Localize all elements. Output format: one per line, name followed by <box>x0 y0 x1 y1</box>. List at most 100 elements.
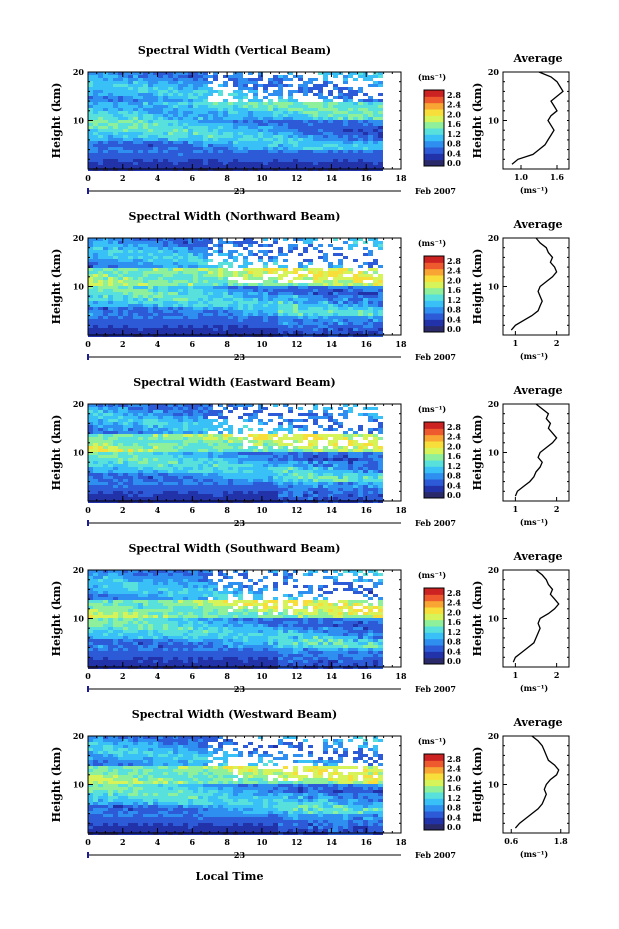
x-tick-label: 14 <box>326 505 338 515</box>
colorbar-tick-label: 0.4 <box>447 812 461 822</box>
x-tick-label: 8 <box>224 339 230 349</box>
panel-4: Spectral Width (Southward Beam)0 2 4 6 8 10 12… <box>50 542 570 694</box>
colorbar-swatch <box>424 785 444 793</box>
y-tick-label: 10 <box>73 780 85 790</box>
y-tick-label: 20 <box>73 67 85 77</box>
colorbar-swatch <box>424 325 444 333</box>
colorbar-tick-label: 2.8 <box>447 754 461 764</box>
profile-frame <box>502 735 570 834</box>
profile-line <box>511 71 564 165</box>
profile-y-label: Height (km) <box>471 249 484 325</box>
colorbar-swatch <box>424 102 444 110</box>
average-profile: Average 20 10 1 2 (ms⁻¹) Height (km) <box>471 550 570 693</box>
colorbar-tick-label: 0.0 <box>447 490 461 500</box>
colorbar-swatch <box>424 773 444 780</box>
profile-x-tick-label: 1.6 <box>550 172 564 182</box>
colorbar-tick-label: 0.4 <box>447 148 461 158</box>
colorbar-swatch <box>424 294 444 301</box>
x-tick-label: 16 <box>361 339 373 349</box>
x-tick-label: 8 <box>224 671 230 681</box>
colorbar-tick-label: 1.6 <box>447 617 461 627</box>
colorbar: 2.82.42.01.61.20.80.40.0 <box>423 421 461 500</box>
colorbar-tick-label: 0.0 <box>447 822 461 832</box>
x-tick-label: 18 <box>395 505 407 515</box>
colorbar-swatch <box>424 115 444 123</box>
y-tick-label: 10 <box>73 116 85 126</box>
x-tick-label: 2 <box>120 339 126 349</box>
y-tick-label: 20 <box>73 731 85 741</box>
colorbar-tick-label: 2.0 <box>447 773 461 783</box>
colorbar-tick-label: 0.0 <box>447 158 461 168</box>
date-day: 23 <box>234 352 246 362</box>
colorbar-swatch <box>424 600 444 608</box>
profile-line <box>510 237 558 331</box>
colorbar-swatch <box>424 159 444 167</box>
colorbar-swatch <box>424 651 444 659</box>
x-tick-label: 4 <box>155 339 161 349</box>
profile-x-tick-label: 1 <box>513 504 519 514</box>
date-month-year: Feb 2007 <box>415 684 456 694</box>
y-tick-label: 10 <box>73 282 85 292</box>
x-tick-label: 2 <box>120 173 126 183</box>
x-tick-label: 12 <box>291 339 302 349</box>
x-tick-label: 14 <box>326 339 338 349</box>
x-tick-label: 2 <box>120 671 126 681</box>
colorbar-swatch <box>424 262 444 270</box>
y-axis-label: Height (km) <box>50 747 63 823</box>
colorbar: 2.82.42.01.61.20.80.40.0 <box>423 587 461 666</box>
x-tick-label: 6 <box>190 339 196 349</box>
x-tick-label: 12 <box>291 671 302 681</box>
x-tick-label: 10 <box>256 505 268 515</box>
colorbar-tick-label: 0.0 <box>447 324 461 334</box>
date-day: 23 <box>234 850 246 860</box>
date-month-year: Feb 2007 <box>415 352 456 362</box>
colorbar-swatch <box>424 147 444 154</box>
average-profile: Average 20 10 1 2 (ms⁻¹) Height (km) <box>471 384 570 527</box>
y-tick-label: 10 <box>73 614 85 624</box>
x-tick-label: 10 <box>256 173 268 183</box>
x-tick-label: 12 <box>291 505 302 515</box>
profile-y-label: Height (km) <box>471 581 484 657</box>
colorbar-swatch <box>424 256 444 263</box>
profile-frame <box>502 403 570 502</box>
y-axis-label: Height (km) <box>50 415 63 491</box>
x-tick-label: 10 <box>256 339 268 349</box>
x-tick-label: 6 <box>190 173 196 183</box>
colorbar-tick-label: 1.2 <box>447 793 461 803</box>
profile-y-tick-label: 20 <box>488 233 500 243</box>
x-tick-label: 16 <box>361 837 373 847</box>
profile-x-label: (ms⁻¹) <box>520 849 548 859</box>
colorbar-swatch <box>424 594 444 602</box>
x-tick-label: 14 <box>326 671 338 681</box>
colorbar-tick-label: 1.6 <box>447 783 461 793</box>
profile-title: Average <box>512 550 562 563</box>
x-tick-label: 16 <box>361 671 373 681</box>
x-tick-label: 0 <box>85 671 91 681</box>
colorbar-tick-label: 2.0 <box>447 109 461 119</box>
colorbar-tick-label: 2.4 <box>447 764 461 774</box>
x-tick-label: 0 <box>85 505 91 515</box>
panel-1: Spectral Width (Vertical Beam) 0 2 4 6 8 10 12 1… <box>50 44 570 196</box>
colorbar-swatch <box>424 619 444 627</box>
colorbar-swatch <box>424 817 444 825</box>
profile-frame <box>502 71 570 170</box>
profile-line <box>514 735 560 829</box>
colorbar-tick-label: 1.2 <box>447 627 461 637</box>
y-tick-label: 10 <box>73 448 85 458</box>
x-axis-label: Local Time <box>196 870 264 883</box>
profile-x-tick-label: 1.0 <box>514 172 528 182</box>
colorbar-swatch <box>424 287 444 295</box>
colorbar-swatch <box>424 300 444 308</box>
colorbar-tick-label: 2.0 <box>447 275 461 285</box>
profile-y-tick-label: 20 <box>488 565 500 575</box>
y-axis-label: Height (km) <box>50 581 63 657</box>
colorbar-frame <box>423 255 445 333</box>
colorbar-swatch <box>424 109 444 116</box>
x-tick-label: 6 <box>190 837 196 847</box>
profile-line <box>514 403 558 497</box>
colorbar-swatch <box>424 804 444 812</box>
date-month-year: Feb 2007 <box>415 518 456 528</box>
colorbar-swatch <box>424 134 444 142</box>
heatmap <box>88 238 383 337</box>
